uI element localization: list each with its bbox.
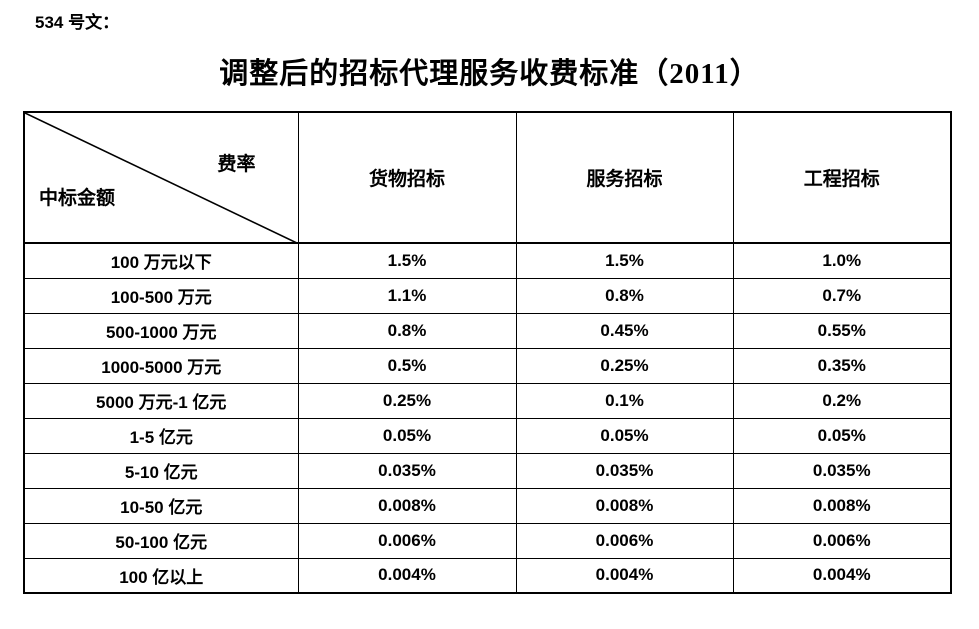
table-row: 100-500 万元 1.1% 0.8% 0.7% bbox=[23, 277, 952, 314]
column-header-services: 服务招标 bbox=[515, 111, 734, 244]
rate-cell: 0.008% bbox=[297, 487, 517, 524]
amount-range-cell: 1-5 亿元 bbox=[23, 417, 299, 454]
amount-range-cell: 100 亿以上 bbox=[23, 557, 299, 594]
amount-range-cell: 500-1000 万元 bbox=[23, 312, 299, 349]
rate-cell: 0.35% bbox=[732, 347, 952, 384]
rate-cell: 0.2% bbox=[732, 382, 952, 419]
rate-cell: 0.05% bbox=[732, 417, 952, 454]
rate-cell: 0.55% bbox=[732, 312, 952, 349]
rate-cell: 0.05% bbox=[515, 417, 734, 454]
rate-cell: 0.008% bbox=[732, 487, 952, 524]
amount-range-cell: 50-100 亿元 bbox=[23, 522, 299, 559]
rate-cell: 0.004% bbox=[732, 557, 952, 594]
table-row: 10-50 亿元 0.008% 0.008% 0.008% bbox=[23, 487, 952, 524]
rate-cell: 0.006% bbox=[297, 522, 517, 559]
corner-label-rate: 费率 bbox=[217, 154, 256, 175]
header-row: 费率 中标金额 货物招标 服务招标 工程招标 bbox=[23, 111, 952, 244]
table-row: 5-10 亿元 0.035% 0.035% 0.035% bbox=[23, 452, 952, 489]
rate-cell: 0.006% bbox=[515, 522, 734, 559]
rate-cell: 0.8% bbox=[297, 312, 517, 349]
amount-range-cell: 10-50 亿元 bbox=[23, 487, 299, 524]
rate-cell: 0.004% bbox=[515, 557, 734, 594]
rate-cell: 0.05% bbox=[297, 417, 517, 454]
rate-cell: 1.5% bbox=[515, 242, 734, 279]
diagonal-line bbox=[25, 113, 295, 241]
rate-cell: 0.035% bbox=[515, 452, 734, 489]
rate-cell: 0.035% bbox=[732, 452, 952, 489]
doc-number-label: 534 号文： bbox=[35, 13, 120, 32]
rate-cell: 1.1% bbox=[297, 277, 517, 314]
rate-cell: 0.8% bbox=[515, 277, 734, 314]
rate-cell: 0.25% bbox=[297, 382, 517, 419]
rate-cell: 0.008% bbox=[515, 487, 734, 524]
page-title: 调整后的招标代理服务收费标准（2011） bbox=[219, 58, 760, 90]
table-row: 1-5 亿元 0.05% 0.05% 0.05% bbox=[23, 417, 952, 454]
rate-cell: 0.25% bbox=[515, 347, 734, 384]
amount-range-cell: 100-500 万元 bbox=[23, 277, 299, 314]
amount-range-cell: 100 万元以下 bbox=[23, 242, 299, 279]
table-row: 5000 万元-1 亿元 0.25% 0.1% 0.2% bbox=[23, 382, 952, 419]
corner-header-cell: 费率 中标金额 bbox=[23, 111, 299, 244]
table-row: 100 万元以下 1.5% 1.5% 1.0% bbox=[23, 242, 952, 279]
table-row: 50-100 亿元 0.006% 0.006% 0.006% bbox=[23, 522, 952, 559]
rate-cell: 0.006% bbox=[732, 522, 952, 559]
column-header-goods: 货物招标 bbox=[297, 111, 517, 244]
amount-range-cell: 5000 万元-1 亿元 bbox=[23, 382, 299, 419]
rate-cell: 0.004% bbox=[297, 557, 517, 594]
rate-cell: 0.1% bbox=[515, 382, 734, 419]
rate-cell: 1.0% bbox=[732, 242, 952, 279]
column-header-engineering: 工程招标 bbox=[732, 111, 952, 244]
rate-cell: 1.5% bbox=[297, 242, 517, 279]
amount-range-cell: 1000-5000 万元 bbox=[23, 347, 299, 384]
rate-cell: 0.035% bbox=[297, 452, 517, 489]
rate-cell: 0.45% bbox=[515, 312, 734, 349]
rate-cell: 0.7% bbox=[732, 277, 952, 314]
corner-label-amount: 中标金额 bbox=[39, 188, 116, 209]
table-row: 1000-5000 万元 0.5% 0.25% 0.35% bbox=[23, 347, 952, 384]
rate-cell: 0.5% bbox=[297, 347, 517, 384]
amount-range-cell: 5-10 亿元 bbox=[23, 452, 299, 489]
table-row: 500-1000 万元 0.8% 0.45% 0.55% bbox=[23, 312, 952, 349]
table-row: 100 亿以上 0.004% 0.004% 0.004% bbox=[23, 557, 952, 594]
fee-rate-table: 费率 中标金额 货物招标 服务招标 工程招标 100 万元以下 1.5% 1.5… bbox=[23, 111, 952, 594]
